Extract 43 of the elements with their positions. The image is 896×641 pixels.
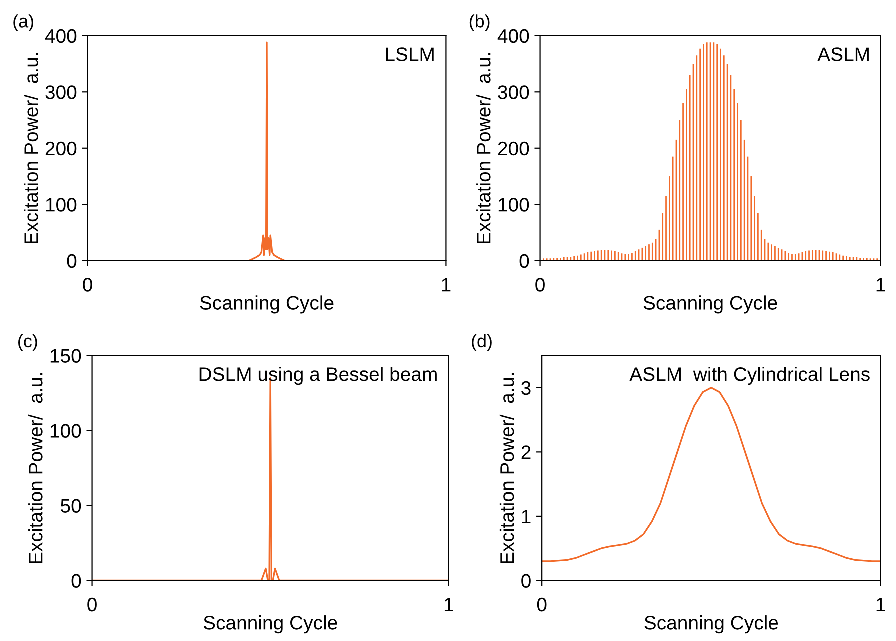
y-axis-title: Excitation Power/ a.u. — [24, 53, 38, 244]
x-tick-label: 0 — [536, 278, 545, 292]
y-tick-label: 0 — [522, 574, 531, 588]
text: ASLM with Cylindrical Lens — [630, 367, 870, 386]
text: (d) — [472, 334, 492, 352]
y-axis-title: Excitation Power/ a.u. — [500, 373, 514, 564]
x-axis-title: Scanning Cycle — [644, 616, 778, 634]
text: DSLM using a Bessel beam — [200, 367, 437, 386]
y-tick-label: 0 — [520, 254, 530, 268]
y-tick-label: 300 — [498, 86, 530, 100]
text: (a) — [14, 14, 34, 32]
x-tick-label: 1 — [876, 598, 886, 612]
y-axis-title: Excitation Power/ a.u. — [476, 53, 491, 244]
y-tick-label: 0 — [72, 574, 82, 588]
y-tick-label: 100 — [498, 198, 530, 212]
y-tick-label: 100 — [50, 424, 82, 438]
y-tick-label: 50 — [61, 499, 82, 513]
y-tick-label: 2 — [522, 446, 531, 460]
chart-title: LSLM — [386, 48, 434, 62]
x-axis-title: Scanning Cycle — [200, 296, 334, 314]
y-tick-label: 400 — [45, 29, 77, 44]
text: (c) — [18, 334, 38, 352]
y-axis-title: Excitation Power/ a.u. — [28, 373, 43, 564]
x-tick-label: 1 — [442, 278, 451, 292]
y-tick-label: 200 — [46, 142, 77, 156]
y-tick-label: 150 — [50, 349, 82, 363]
y-tick-label: 3 — [522, 381, 531, 396]
x-tick-label: 1 — [876, 278, 886, 292]
y-tick-label: 300 — [46, 86, 77, 100]
text: (b) — [470, 14, 490, 32]
line-series — [542, 387, 881, 562]
y-tick-label: 200 — [498, 142, 530, 156]
x-tick-label: 0 — [83, 278, 92, 292]
x-tick-label: 0 — [88, 598, 97, 612]
x-tick-label: 0 — [537, 598, 547, 612]
chart-title: ASLM — [818, 48, 869, 62]
y-tick-label: 0 — [67, 254, 77, 268]
x-axis-title: Scanning Cycle — [204, 616, 338, 634]
y-tick-label: 1 — [522, 510, 531, 524]
x-axis-title: Scanning Cycle — [644, 296, 778, 314]
x-tick-label: 1 — [444, 598, 454, 612]
y-tick-label: 100 — [46, 198, 77, 212]
y-tick-label: 400 — [498, 29, 530, 44]
